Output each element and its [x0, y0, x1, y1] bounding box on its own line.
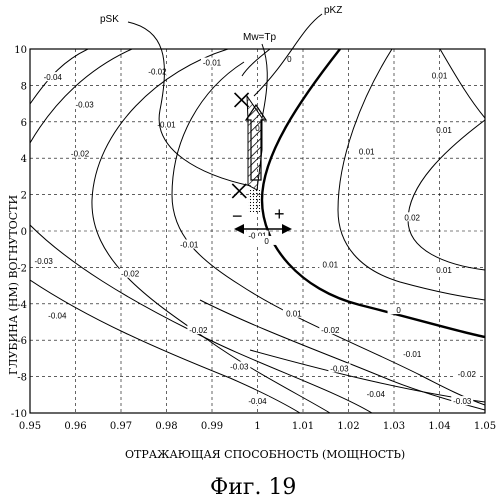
y-tick-label: 10 — [14, 45, 27, 56]
contour-label: -0.02 — [458, 370, 477, 379]
x-tick-label: 1.02 — [337, 421, 359, 432]
contour-label: -0.04 — [367, 390, 386, 399]
x-tick-label: 0.95 — [19, 421, 41, 432]
contour-label: -0.01 — [180, 241, 199, 250]
x-tick-label: 0.99 — [201, 421, 223, 432]
contour-label: 0 — [396, 306, 401, 315]
y-tick-label: 6 — [21, 118, 27, 129]
contour-label: -0.01 — [203, 59, 222, 68]
x-axis-title: ОТРАЖАЮЩАЯ СПОСОБНОСТЬ (МОЩНОСТЬ) — [125, 448, 405, 461]
contour-label: -0.03 — [35, 257, 54, 266]
y-tick-label: 2 — [21, 191, 27, 202]
contour-label: 0.01 — [359, 148, 375, 157]
pKZ-annotation: pKZ — [324, 5, 342, 16]
contour-label: 0.01 — [432, 71, 448, 80]
contour-label: -0.03 — [453, 397, 472, 406]
x-tick-label: 1.01 — [292, 421, 314, 432]
contour-label: 0.01 — [436, 126, 452, 135]
contour-label: -0.04 — [248, 397, 267, 406]
contour-label: -0.03 — [230, 363, 249, 372]
x-tick-label: 0.96 — [64, 421, 86, 432]
dotted-region — [248, 190, 264, 212]
contour-label: 0.01 — [286, 310, 302, 319]
pSK-annotation: pSK — [100, 14, 119, 25]
contour-label: 0.01 — [323, 261, 339, 270]
contour-label: 0 — [264, 237, 269, 246]
contour-label: 0.02 — [404, 213, 420, 222]
contour-label: -0.01 — [403, 350, 422, 359]
contour-label: -0.02 — [121, 270, 140, 279]
x-tick-label: 1.03 — [383, 421, 405, 432]
y-tick-label: 4 — [21, 154, 27, 165]
y-axis-title: ГЛУБИНА (НМ) ВОГНУТОСТИ — [7, 195, 20, 375]
contour-label: 0.01 — [436, 266, 452, 275]
contour-label: -0.03 — [330, 364, 349, 373]
x-tick-label: 0.97 — [110, 421, 132, 432]
contour-label: -0.04 — [44, 73, 63, 82]
x-tick-labels: 0.95 0.96 0.97 0.98 0.99 1 1.01 1.02 1.03 1.04 1.0… — [19, 421, 496, 432]
contour-label: 0 — [287, 55, 292, 64]
y-tick-label: -10 — [11, 409, 27, 420]
contour-label: -0.02 — [71, 150, 90, 159]
minus-sign: − — [232, 206, 243, 226]
contour-label: -0.04 — [48, 312, 67, 321]
x-tick-label: 1.04 — [428, 421, 450, 432]
x-tick-label: 1.05 — [474, 421, 496, 432]
mw-tp-annotation: Mw=Tp — [243, 32, 277, 43]
contour-label: -0.02 — [189, 326, 208, 335]
y-tick-label: 0 — [21, 227, 27, 238]
figure-caption: Фиг. 19 — [210, 475, 296, 500]
x-tick-label: 0.98 — [155, 421, 177, 432]
contour-label: -0.02 — [321, 326, 340, 335]
y-tick-label: 8 — [21, 81, 27, 92]
plus-sign: + — [274, 204, 285, 224]
contour-label: -0.03 — [75, 100, 94, 109]
x-tick-label: 1 — [254, 421, 260, 432]
